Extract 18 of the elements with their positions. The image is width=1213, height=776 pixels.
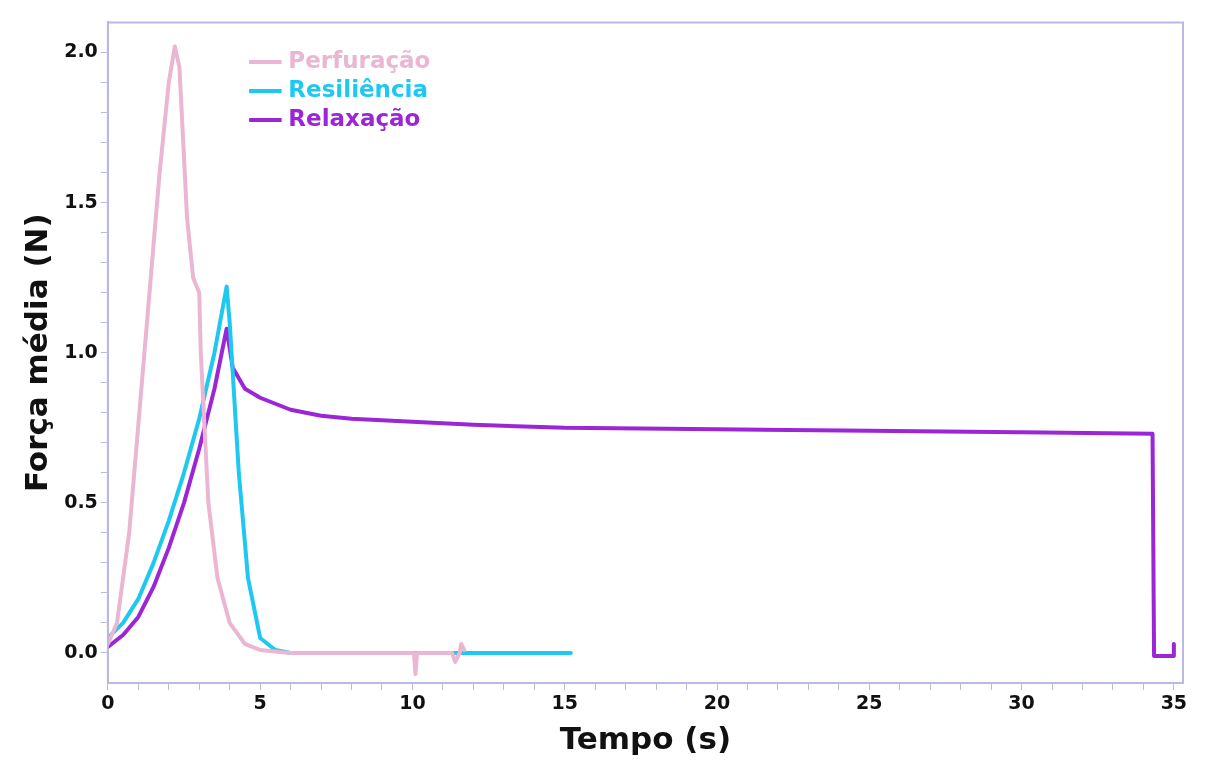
x-tick-label: 35 — [1160, 691, 1188, 714]
y-tick-label: 0.5 — [64, 489, 98, 512]
x-tick-label: 5 — [253, 691, 267, 714]
legend-label: Perfuração — [288, 46, 431, 73]
x-tick-label: 20 — [703, 691, 731, 714]
x-tick-label: 25 — [856, 691, 883, 714]
y-axis-title: Força média (N) — [17, 213, 54, 493]
legend-label: Resiliência — [288, 75, 429, 102]
legend-label: Relaxação — [288, 104, 421, 131]
x-tick-label: 0 — [101, 691, 115, 714]
y-tick-label: 1.5 — [64, 189, 98, 212]
y-tick-label: 1.0 — [64, 339, 98, 362]
x-tick-label: 10 — [399, 691, 426, 714]
x-tick-label: 15 — [551, 691, 578, 714]
x-tick-label: 30 — [1008, 691, 1035, 714]
y-tick-label: 2.0 — [64, 39, 98, 62]
x-axis-title: Tempo (s) — [559, 720, 732, 757]
y-tick-label: 0.0 — [64, 639, 98, 662]
